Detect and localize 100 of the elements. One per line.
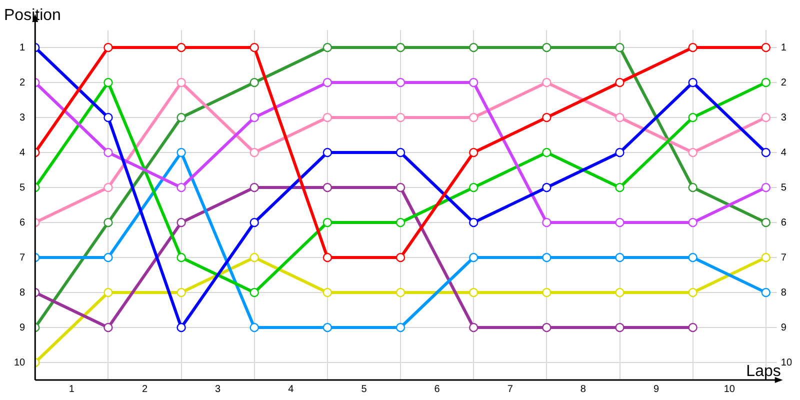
x-tick-label: 6	[434, 384, 440, 395]
y2-tick-label: 5	[780, 182, 787, 194]
point	[542, 112, 552, 122]
point	[322, 252, 332, 262]
point	[104, 182, 113, 192]
point	[761, 148, 771, 158]
point	[761, 112, 771, 122]
point	[688, 288, 698, 298]
point	[542, 42, 552, 52]
point	[322, 322, 332, 332]
point	[104, 252, 113, 262]
y-axis-title: Position	[4, 7, 61, 24]
x-axis-title: Laps	[746, 363, 781, 380]
y2-tick-label: 2	[780, 77, 787, 88]
y2-tick-label: 3	[780, 112, 787, 124]
x-tick-label: 4	[288, 384, 294, 395]
point	[396, 148, 406, 158]
y2-tick-label: 7	[780, 252, 787, 264]
point	[396, 182, 406, 192]
point	[542, 218, 552, 228]
y2-tick-label: 8	[780, 287, 787, 298]
point	[250, 218, 259, 228]
y-tick-label: 6	[20, 217, 26, 228]
point	[615, 252, 624, 262]
point	[396, 322, 406, 332]
point	[688, 322, 698, 332]
y2-tick-label: 9	[780, 322, 787, 334]
x-tick-label: 5	[361, 384, 368, 395]
point	[761, 42, 771, 52]
point	[542, 288, 552, 298]
point	[761, 182, 771, 192]
point	[176, 218, 186, 228]
point	[176, 42, 186, 52]
point	[615, 78, 624, 88]
point	[322, 288, 332, 298]
y-tick-label: 5	[20, 182, 26, 194]
point	[250, 288, 259, 298]
point	[104, 148, 113, 158]
point	[542, 252, 552, 262]
y2-tick-label: 1	[780, 42, 787, 54]
point	[688, 182, 698, 192]
point	[250, 182, 259, 192]
y2-tick-label: 6	[780, 217, 787, 228]
point	[322, 112, 332, 122]
point	[469, 218, 478, 228]
x-tick-label: 10	[724, 384, 736, 395]
point	[250, 78, 259, 88]
point	[615, 218, 624, 228]
y-tick-label: 4	[20, 147, 26, 158]
x-tick-label: 8	[580, 384, 586, 395]
y2-tick-label: 4	[780, 147, 787, 158]
y-tick-label: 9	[20, 322, 26, 334]
y-tick-label: 10	[14, 357, 26, 368]
point	[542, 322, 552, 332]
point	[396, 218, 406, 228]
x-tick-label: 3	[215, 384, 222, 395]
point	[615, 322, 624, 332]
point	[761, 218, 771, 228]
point	[176, 252, 186, 262]
point	[396, 112, 406, 122]
point	[542, 182, 552, 192]
y-tick-label: 7	[20, 252, 26, 264]
point	[396, 42, 406, 52]
point	[761, 288, 771, 298]
point	[615, 112, 624, 122]
point	[250, 148, 259, 158]
point	[761, 252, 771, 262]
point	[469, 288, 478, 298]
point	[322, 78, 332, 88]
point	[615, 288, 624, 298]
point	[542, 148, 552, 158]
point	[176, 78, 186, 88]
point	[322, 42, 332, 52]
x-tick-label: 7	[507, 384, 514, 395]
point	[104, 218, 113, 228]
point	[176, 148, 186, 158]
point	[322, 182, 332, 192]
point	[176, 182, 186, 192]
point	[688, 42, 698, 52]
point	[104, 112, 113, 122]
point	[688, 252, 698, 262]
point	[469, 78, 478, 88]
point	[104, 78, 113, 88]
point	[250, 252, 259, 262]
point	[615, 182, 624, 192]
x-tick-label: 9	[654, 384, 660, 395]
point	[469, 182, 478, 192]
point	[542, 78, 552, 88]
point	[615, 42, 624, 52]
point	[104, 42, 113, 52]
point	[250, 322, 259, 332]
point	[469, 252, 478, 262]
point	[615, 148, 624, 158]
point	[176, 288, 186, 298]
x-tick-label: 2	[142, 384, 148, 395]
point	[688, 148, 698, 158]
point	[469, 112, 478, 122]
point	[250, 112, 259, 122]
point	[469, 148, 478, 158]
point	[176, 112, 186, 122]
